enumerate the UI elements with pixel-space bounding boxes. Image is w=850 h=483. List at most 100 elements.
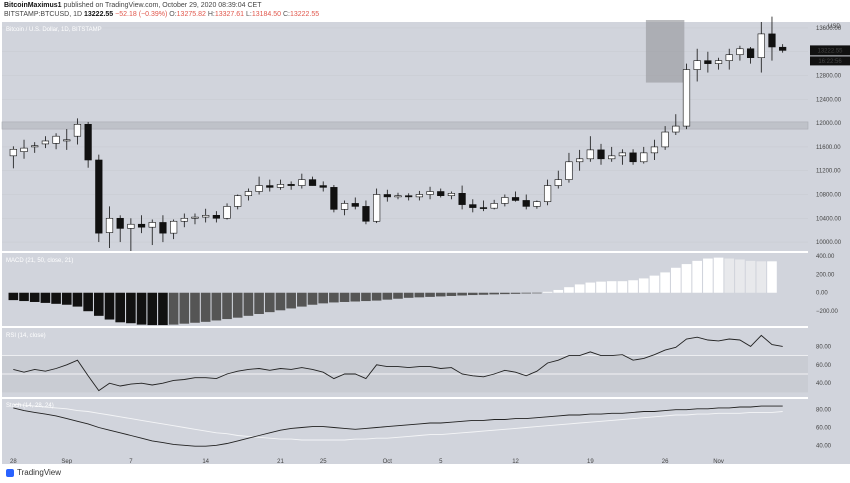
- candle-body[interactable]: [757, 33, 765, 58]
- candle-body[interactable]: [586, 149, 594, 160]
- candle-body[interactable]: [608, 155, 616, 160]
- macd-histogram-bar: [692, 260, 702, 293]
- macd-histogram-bar: [446, 292, 457, 296]
- candle-body[interactable]: [597, 149, 605, 160]
- candle-body[interactable]: [373, 194, 381, 222]
- candle-body[interactable]: [437, 191, 445, 196]
- time-tick-label: 14: [202, 459, 209, 465]
- candle-body[interactable]: [768, 33, 776, 48]
- candle-body[interactable]: [244, 191, 253, 196]
- candle-body[interactable]: [704, 60, 712, 64]
- candle-body[interactable]: [340, 203, 349, 210]
- candle-body[interactable]: [533, 201, 541, 207]
- candle-body[interactable]: [234, 195, 242, 207]
- candle-body[interactable]: [255, 185, 263, 192]
- candle-body[interactable]: [779, 46, 787, 51]
- candle-body[interactable]: [447, 193, 456, 196]
- candle-body[interactable]: [159, 222, 167, 234]
- candle-body[interactable]: [84, 124, 92, 161]
- macd-histogram-bar: [724, 258, 735, 293]
- candle-body[interactable]: [618, 152, 626, 157]
- time-tick-label: 21: [277, 459, 284, 465]
- time-tick-label: Sep: [61, 459, 72, 465]
- candle-body[interactable]: [298, 179, 306, 186]
- macd-histogram-bar: [8, 292, 19, 301]
- candle-body[interactable]: [287, 184, 295, 186]
- author-name[interactable]: BitcoinMaximus1: [4, 2, 62, 9]
- symbol-label[interactable]: BITSTAMP:BTCUSD, 1D: [4, 11, 83, 18]
- stoch-pane[interactable]: [2, 399, 808, 456]
- candle-body[interactable]: [736, 48, 744, 56]
- price-tick-label: 10400.00: [816, 216, 842, 222]
- candle-body[interactable]: [501, 197, 509, 204]
- candle-body[interactable]: [469, 204, 477, 208]
- candle-body[interactable]: [20, 147, 28, 152]
- macd-histogram-bar: [40, 292, 51, 303]
- candle-body[interactable]: [479, 207, 488, 209]
- macd-histogram-bar: [19, 292, 29, 302]
- tradingview-brand[interactable]: TradingView: [6, 468, 61, 477]
- candle-body[interactable]: [714, 60, 723, 64]
- candle-body[interactable]: [426, 191, 434, 195]
- candle-body[interactable]: [127, 223, 135, 229]
- candle-body[interactable]: [170, 220, 178, 234]
- candle-body[interactable]: [9, 148, 17, 157]
- candle-body[interactable]: [693, 60, 701, 70]
- candle-body[interactable]: [682, 69, 691, 127]
- price-pane[interactable]: [2, 22, 808, 251]
- macd-histogram-bar: [414, 292, 425, 298]
- candle-body[interactable]: [522, 200, 530, 207]
- macd-histogram-bar: [211, 292, 222, 321]
- candle-body[interactable]: [490, 203, 498, 209]
- candle-body[interactable]: [276, 184, 285, 188]
- candle-body[interactable]: [650, 146, 659, 154]
- candle-body[interactable]: [319, 185, 327, 188]
- candle-body[interactable]: [31, 145, 39, 148]
- candle-body[interactable]: [223, 206, 231, 219]
- candle-body[interactable]: [52, 135, 60, 144]
- candle-body[interactable]: [116, 217, 124, 229]
- candle-body[interactable]: [394, 195, 402, 198]
- candle-body[interactable]: [629, 152, 637, 163]
- current-price: 13222.55: [84, 11, 114, 18]
- candle-body[interactable]: [672, 125, 680, 133]
- candle-body[interactable]: [746, 48, 755, 58]
- candle-body[interactable]: [351, 203, 359, 207]
- candle-body[interactable]: [191, 216, 199, 219]
- candle-body[interactable]: [148, 222, 156, 228]
- candle-body[interactable]: [565, 161, 573, 180]
- candle-body[interactable]: [661, 131, 669, 148]
- candle-body[interactable]: [415, 194, 423, 198]
- candle-body[interactable]: [405, 195, 413, 198]
- candle-body[interactable]: [576, 158, 584, 163]
- macd-histogram-bar: [425, 292, 435, 297]
- candle-body[interactable]: [308, 179, 317, 186]
- publish-text: published on TradingView.com, October 29…: [63, 2, 262, 9]
- candle-body[interactable]: [95, 159, 103, 234]
- candle-body[interactable]: [362, 206, 370, 222]
- candle-body[interactable]: [543, 185, 552, 202]
- macd-histogram-bar: [521, 292, 532, 294]
- candle-body[interactable]: [458, 193, 466, 205]
- candle-body[interactable]: [137, 223, 146, 228]
- candle-body[interactable]: [266, 185, 274, 188]
- candle-body[interactable]: [725, 54, 733, 61]
- candle-body[interactable]: [202, 215, 210, 218]
- candle-body[interactable]: [73, 124, 82, 137]
- candle-body[interactable]: [640, 152, 648, 163]
- candle-body[interactable]: [63, 139, 71, 142]
- macd-histogram-bar: [393, 292, 403, 299]
- candle-body[interactable]: [330, 187, 338, 210]
- candle-body[interactable]: [212, 215, 220, 219]
- candle-body[interactable]: [511, 197, 520, 201]
- candle-body[interactable]: [554, 179, 562, 186]
- price-change: −52.18 (−0.39%): [115, 11, 168, 18]
- candle-body[interactable]: [180, 217, 188, 222]
- candle-body[interactable]: [383, 194, 391, 198]
- candle-body[interactable]: [41, 140, 50, 145]
- candle-body[interactable]: [105, 217, 114, 233]
- macd-histogram-bar: [553, 289, 564, 293]
- macd-histogram-bar: [158, 292, 168, 326]
- macd-tick-label: 0.00: [816, 291, 828, 297]
